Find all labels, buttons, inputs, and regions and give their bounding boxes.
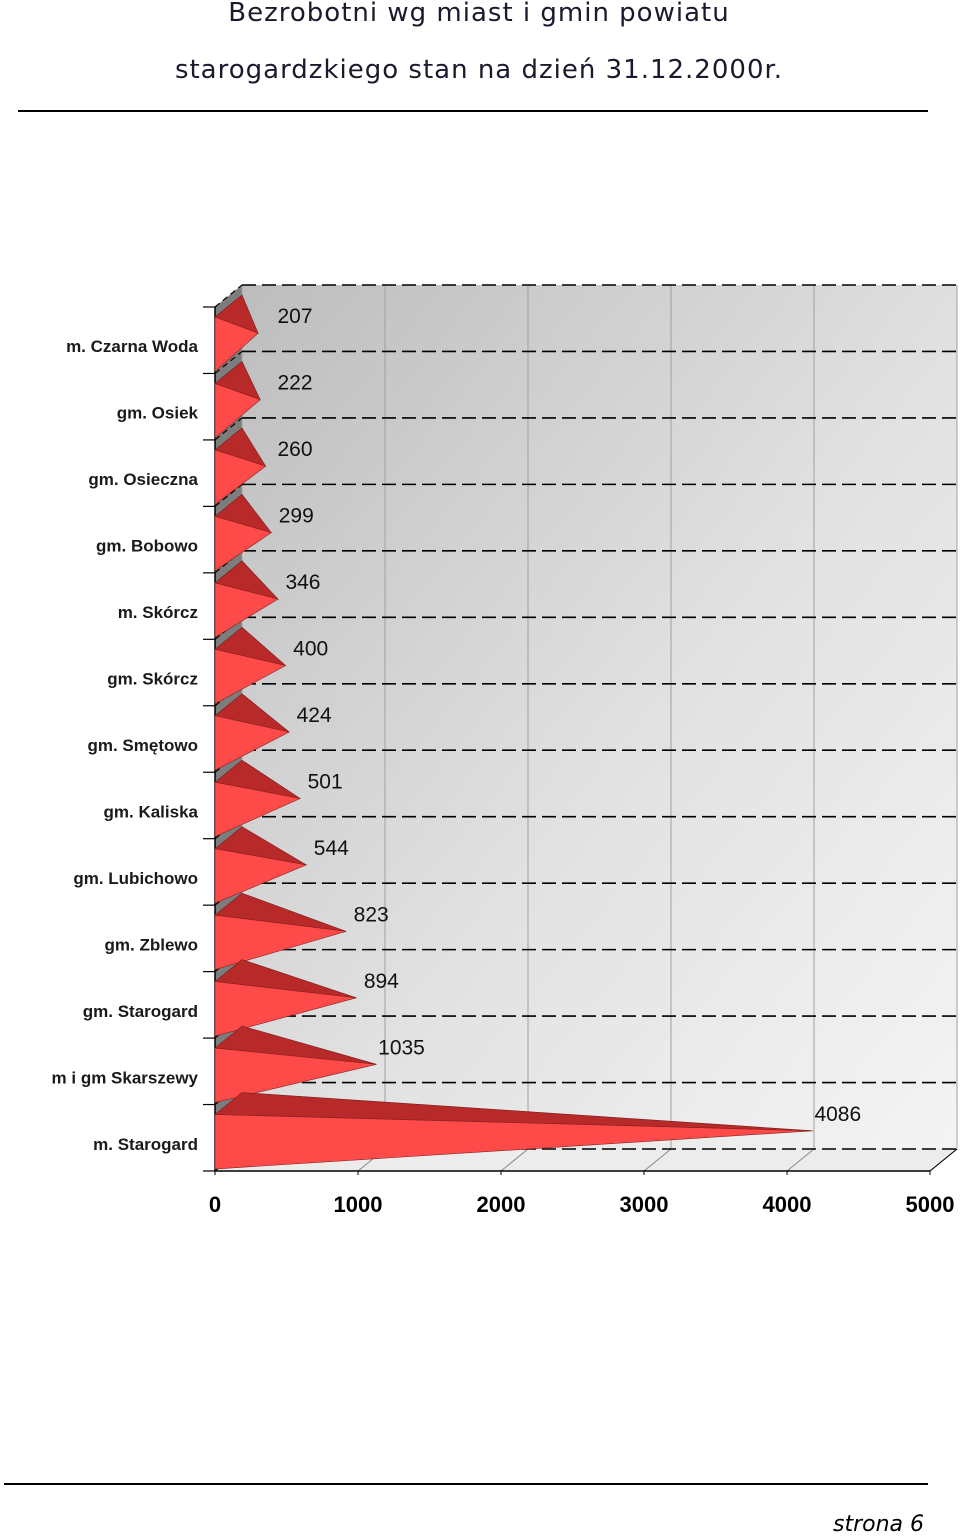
data-label: 400 (293, 638, 328, 661)
page-title-line-1: Bezrobotni wg miast i gmin powiatu (228, 0, 730, 28)
category-label: gm. Bobowo (96, 537, 198, 556)
floor-gridline (786, 1148, 815, 1172)
side-gridline (214, 483, 243, 507)
floor-edge (929, 1148, 958, 1172)
category-label: gm. Osieczna (88, 470, 198, 489)
bar-front-face (214, 981, 357, 1037)
data-label: 1035 (378, 1036, 425, 1059)
side-gridline (214, 683, 243, 707)
side-gridline (214, 284, 243, 308)
category-label: m. Starogard (93, 1135, 198, 1154)
category-label: gm. Starogard (83, 1002, 198, 1021)
data-label: 299 (279, 505, 314, 528)
category-label: gm. Lubichowo (73, 869, 198, 888)
side-gridline (214, 417, 243, 441)
side-gridline (214, 749, 243, 773)
bar-front-face (214, 383, 261, 439)
data-label: 544 (314, 837, 349, 860)
data-label: 222 (277, 372, 312, 395)
category-label: gm. Smętowo (87, 736, 198, 755)
data-label: 260 (277, 438, 312, 461)
bar-front-face (214, 449, 267, 505)
x-tick-label: 5000 (906, 1192, 955, 1217)
floor-gridline (643, 1148, 672, 1172)
data-label: 823 (354, 903, 389, 926)
chart-x-tick-labels: 0 1000 2000 3000 4000 5000 (209, 1192, 955, 1217)
category-label: gm. Skórcz (107, 670, 198, 689)
bar-front-face (214, 582, 279, 638)
side-gridline (214, 550, 243, 574)
bar-front-face (214, 1047, 377, 1103)
x-tick-label: 1000 (334, 1192, 383, 1217)
category-label: gm. Osiek (117, 404, 199, 423)
chart-category-labels: m. Czarna Woda gm. Osiek gm. Osieczna gm. B… (52, 337, 199, 1154)
floor-gridline (500, 1148, 529, 1172)
side-gridline (214, 816, 243, 840)
data-label: 4086 (814, 1103, 861, 1126)
bar-11 (214, 1025, 377, 1103)
chart-data-labels: 207 222 260 299 346 400 424 501 544 823 894 1035 408… (277, 305, 861, 1126)
bar-front-face (214, 515, 272, 572)
back-wall (242, 285, 957, 1149)
bar-front-face (214, 715, 291, 771)
bar-front-face (214, 781, 302, 838)
bar-front-face (214, 914, 347, 971)
bar-front-face (214, 648, 287, 705)
data-label: 207 (277, 305, 312, 328)
pyramid-bar-chart: m. Czarna Woda gm. Osiek gm. Osieczna gm. B… (52, 284, 958, 1217)
bar-12 (214, 1092, 813, 1170)
bar-4 (214, 560, 279, 638)
page-number: strona 6 (832, 1512, 924, 1537)
bar-front-face (214, 1114, 813, 1170)
bar-9 (214, 892, 347, 971)
x-tick-label: 2000 (477, 1192, 526, 1217)
data-label: 501 (308, 770, 343, 793)
footer-rule (4, 1483, 928, 1485)
category-label: m. Czarna Woda (66, 337, 198, 356)
bar-3 (214, 493, 273, 572)
data-label: 894 (364, 970, 399, 993)
x-tick-label: 0 (209, 1192, 221, 1217)
chart-bars (214, 294, 813, 1170)
x-tick-label: 4000 (763, 1192, 812, 1217)
category-label: m. Skórcz (118, 603, 198, 622)
bar-1 (214, 360, 261, 439)
bar-8 (214, 826, 308, 904)
bar-6 (214, 693, 291, 771)
bar-front-face (214, 316, 259, 373)
bar-2 (214, 427, 267, 505)
bar-7 (214, 759, 302, 838)
bar-0 (214, 294, 259, 373)
data-label: 346 (285, 571, 320, 594)
side-gridline (214, 350, 243, 374)
bar-front-face (214, 848, 308, 904)
side-gridline (214, 616, 243, 640)
header-rule (18, 110, 928, 112)
x-tick-label: 3000 (620, 1192, 669, 1217)
category-label: gm. Zblewo (105, 935, 199, 954)
bar-5 (214, 626, 287, 705)
category-label: gm. Kaliska (104, 802, 199, 821)
bar-10 (214, 959, 357, 1037)
category-label: m i gm Skarszewy (52, 1068, 199, 1087)
page-title-line-2: starogardzkiego stan na dzień 31.12.2000… (174, 55, 784, 85)
data-label: 424 (297, 704, 332, 727)
